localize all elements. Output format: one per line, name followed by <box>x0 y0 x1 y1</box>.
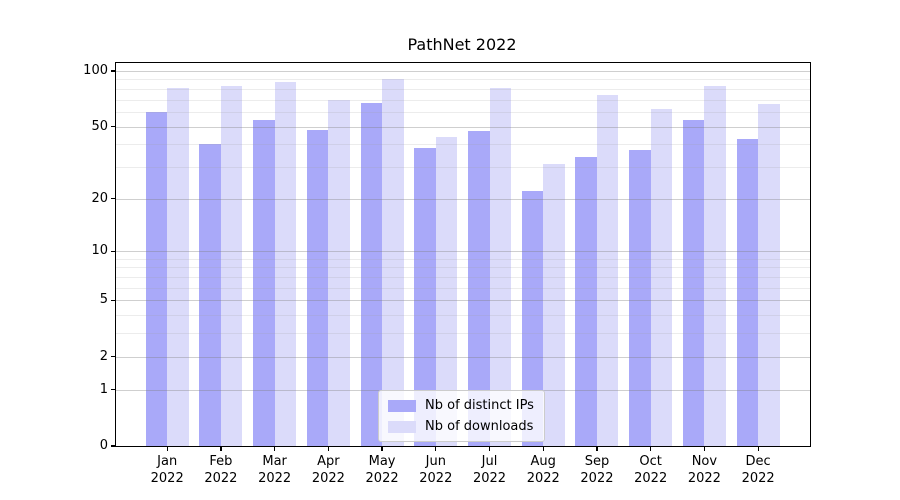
bar-distinct-ips-nov <box>682 120 705 446</box>
minor-gridline-60 <box>116 111 810 113</box>
x-tick-mark-jan <box>166 446 168 451</box>
y-tick-label-2: 2 <box>99 348 108 364</box>
x-tick-label-aug: Aug 2022 <box>526 454 560 486</box>
bar-distinct-ips-mar <box>253 120 275 446</box>
gridline-100 <box>116 71 810 72</box>
legend-item-distinct-ips: Nb of distinct IPs <box>388 398 534 413</box>
bar-downloads-dec <box>758 104 780 446</box>
gridline-20 <box>116 198 810 200</box>
x-tick-label-jul: Jul 2022 <box>472 454 507 486</box>
y-tick-label-0: 0 <box>99 438 108 453</box>
x-tick-label-jun: Jun 2022 <box>419 454 453 486</box>
x-tick-label-oct: Oct 2022 <box>634 454 668 486</box>
x-tick-mark-oct <box>650 446 652 451</box>
minor-gridline-7 <box>116 277 810 279</box>
y-tick-mark-100 <box>111 70 116 72</box>
y-tick-mark-50 <box>111 125 116 128</box>
x-tick-mark-nov <box>703 446 705 451</box>
bar-downloads-may <box>382 79 404 446</box>
bar-distinct-ips-aug <box>521 191 544 446</box>
legend-label-distinct-ips: Nb of distinct IPs <box>425 398 534 413</box>
bar-downloads-oct <box>650 109 673 446</box>
bar-distinct-ips-jul <box>468 131 490 446</box>
gridline-2 <box>116 356 810 358</box>
y-tick-mark-5 <box>111 299 116 301</box>
bar-distinct-ips-jan <box>145 111 168 446</box>
x-tick-label-dec: Dec 2022 <box>741 454 775 486</box>
x-tick-label-sep: Sep 2022 <box>580 454 614 486</box>
gridline-10 <box>116 251 810 253</box>
bar-distinct-ips-jun <box>414 148 436 446</box>
minor-gridline-6 <box>116 287 810 289</box>
minor-gridline-8 <box>116 267 810 269</box>
x-tick-mark-mar <box>274 446 276 451</box>
x-tick-mark-may <box>381 446 383 451</box>
minor-gridline-4 <box>116 315 810 317</box>
x-tick-mark-jul <box>488 446 491 451</box>
legend: Nb of distinct IPs Nb of downloads <box>378 390 545 442</box>
bar-distinct-ips-dec <box>736 138 759 446</box>
x-tick-mark-dec <box>757 446 759 451</box>
x-tick-mark-aug <box>542 446 544 451</box>
bar-downloads-apr <box>328 99 350 446</box>
y-tick-label-100: 100 <box>83 63 108 78</box>
minor-gridline-90 <box>116 79 810 81</box>
y-tick-mark-20 <box>111 198 116 200</box>
x-tick-label-jan: Jan 2022 <box>150 454 184 486</box>
y-tick-mark-10 <box>111 250 116 252</box>
x-tick-label-apr: Apr 2022 <box>311 454 345 486</box>
y-tick-label-20: 20 <box>91 190 108 206</box>
bar-distinct-ips-apr <box>306 129 329 446</box>
y-tick-mark-2 <box>111 356 116 358</box>
chart-title: PathNet 2022 <box>407 35 517 54</box>
bar-distinct-ips-sep <box>575 157 597 446</box>
plot-area: Nb of distinct IPs Nb of downloads 0 1 2 5 1… <box>83 62 811 486</box>
x-tick-mark-feb <box>220 446 222 451</box>
y-tick-label-5: 5 <box>99 292 108 308</box>
x-tick-mark-jun <box>435 446 437 451</box>
x-tick-label-nov: Nov 2022 <box>687 454 721 486</box>
x-tick-label-may: May 2022 <box>365 454 399 486</box>
bar-downloads-feb <box>220 85 243 446</box>
y-tick-mark-1 <box>111 389 116 391</box>
x-tick-mark-apr <box>327 446 329 451</box>
minor-gridline-80 <box>116 88 810 90</box>
bar-downloads-jun <box>435 136 458 446</box>
gridline-5 <box>116 300 810 302</box>
minor-gridline-3 <box>116 333 810 335</box>
y-tick-mark-0 <box>111 445 116 447</box>
x-tick-label-feb: Feb 2022 <box>204 454 238 486</box>
legend-swatch-downloads <box>388 420 416 433</box>
legend-item-downloads: Nb of downloads <box>388 419 534 434</box>
minor-gridline-9 <box>116 258 810 260</box>
bar-downloads-jul <box>489 87 512 446</box>
bar-downloads-sep <box>596 95 619 446</box>
bar-downloads-mar <box>274 82 297 446</box>
bar-downloads-jan <box>167 87 189 446</box>
minor-gridline-30 <box>116 166 810 168</box>
legend-swatch-distinct-ips <box>388 399 416 412</box>
bar-distinct-ips-oct <box>629 150 651 446</box>
bar-distinct-ips-feb <box>199 144 221 446</box>
minor-gridline-40 <box>116 144 810 146</box>
y-tick-label-10: 10 <box>91 243 108 259</box>
legend-label-downloads: Nb of downloads <box>425 419 534 434</box>
minor-gridline-70 <box>116 99 810 101</box>
bar-distinct-ips-may <box>360 103 383 446</box>
y-tick-label-1: 1 <box>99 381 108 397</box>
x-tick-mark-sep <box>596 446 598 451</box>
y-tick-label-50: 50 <box>91 118 108 134</box>
x-tick-label-mar: Mar 2022 <box>258 454 292 486</box>
bar-downloads-nov <box>704 85 726 446</box>
gridline-50 <box>116 126 810 128</box>
bar-downloads-aug <box>543 164 565 446</box>
